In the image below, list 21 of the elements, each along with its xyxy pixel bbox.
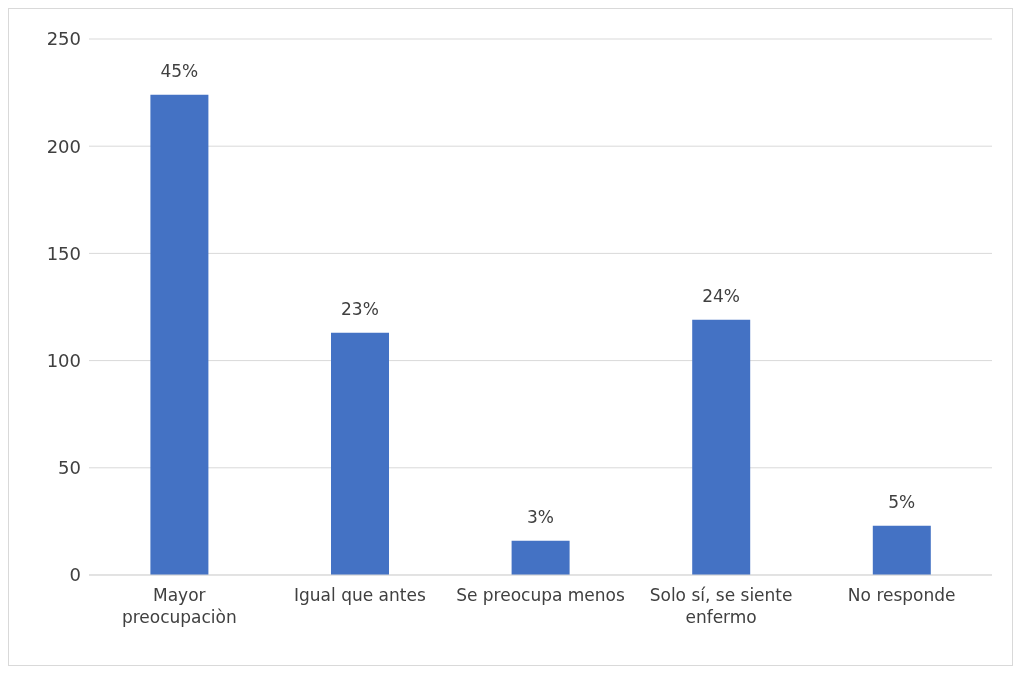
y-tick-label: 200: [46, 135, 81, 157]
annotation: 3%: [527, 506, 554, 527]
bar: [331, 332, 389, 575]
y-tick-label: 0: [69, 564, 81, 586]
bar: [511, 540, 570, 575]
y-tick-label: 150: [46, 242, 81, 264]
bar: [872, 525, 931, 575]
bar: [692, 319, 751, 575]
x-tick-label: Se preocupa menos: [456, 585, 625, 605]
y-tick-label: 50: [58, 457, 81, 479]
y-tick-label: 100: [46, 349, 81, 371]
x-tick-label: Solo sí, se siente enfermo: [649, 585, 793, 627]
x-tick-label: Igual que antes: [294, 585, 426, 605]
x-tick-label: No responde: [847, 585, 956, 605]
annotation: 45%: [160, 60, 199, 81]
x-tick-label: Mayor preocupaciòn: [121, 585, 237, 627]
bar: [150, 94, 209, 575]
annotation: 23%: [341, 298, 379, 319]
y-tick-label: 250: [46, 28, 81, 50]
annotation: 24%: [702, 285, 740, 306]
annotation: 5%: [888, 491, 916, 512]
